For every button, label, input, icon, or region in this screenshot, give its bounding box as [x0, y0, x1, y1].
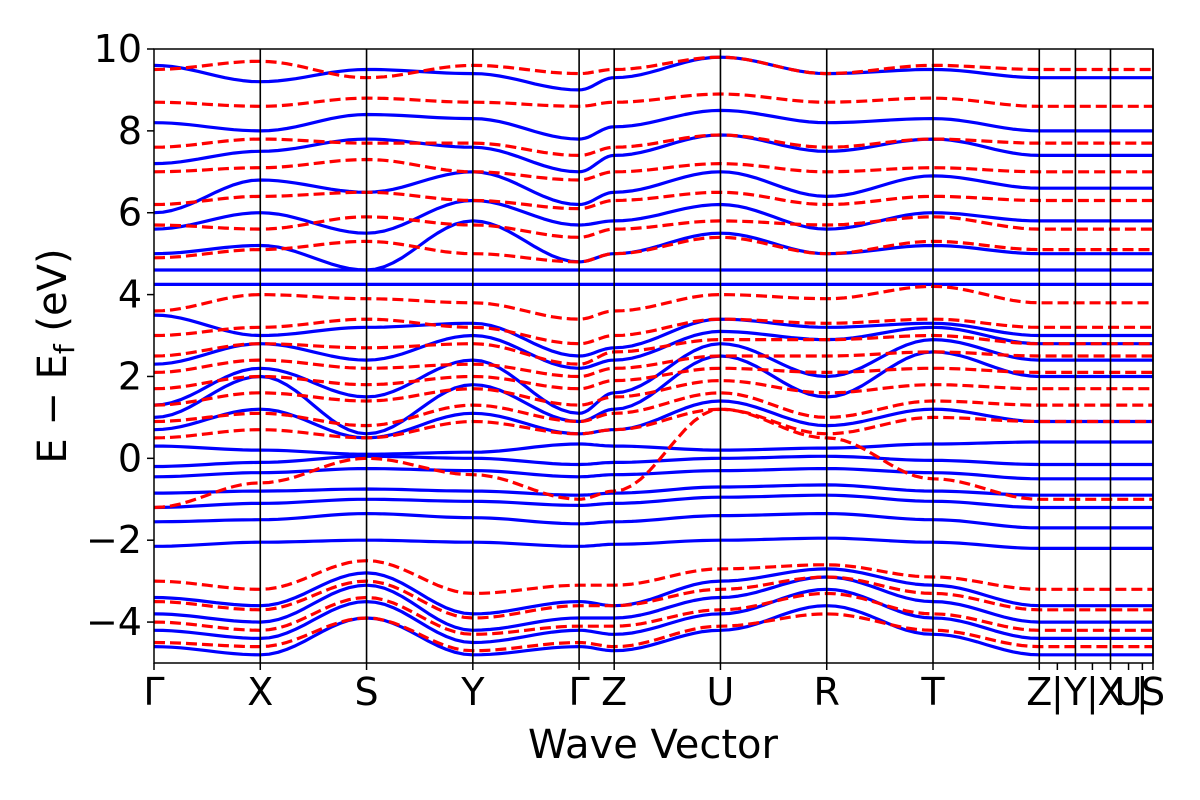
dashed-band-13 [154, 133, 1153, 157]
dashed-band-14 [154, 92, 1153, 108]
dashed-band-17 [154, 575, 1153, 620]
x-tick-label-7: R [814, 670, 840, 714]
dashed-band-11 [154, 190, 1153, 211]
x-tick-label-11: Y [1063, 670, 1088, 714]
bands-layer [154, 55, 1153, 657]
dashed-band-2 [154, 391, 1153, 428]
x-tick-label-6: U [707, 670, 735, 714]
y-axis-ticks: −4 −2 0 2 4 6 8 10 [86, 27, 154, 644]
y-tick-label-7: 10 [94, 27, 142, 71]
solid-band-10 [154, 325, 1153, 370]
y-tick-label-3: 2 [118, 354, 142, 398]
x-axis-ticks: Γ X S Y Γ Z U R T Z| Y|XU|S [143, 663, 1165, 715]
dashed-band-19 [154, 612, 1153, 653]
x-tick-label-8: T [920, 670, 945, 714]
x-tick-label-9: Z [1026, 670, 1052, 714]
x-tick-label-15: | [1136, 670, 1149, 715]
dashed-band-12 [154, 157, 1153, 182]
solid-band-11 [154, 313, 1153, 358]
dashed-band-9 [154, 235, 1153, 264]
x-tick-label-2: S [354, 670, 378, 714]
dashed-band-10 [154, 215, 1153, 239]
solid-band-19 [154, 55, 1153, 92]
x-tick-label-5: Z [601, 670, 627, 714]
solid-band-20 [154, 567, 1153, 616]
x-tick-label-4: Γ [569, 670, 590, 714]
solid-band-1 [154, 512, 1153, 530]
dashed-band-3 [154, 379, 1153, 407]
x-tick-label-16: S [1141, 670, 1165, 714]
x-tick-label-10: | [1051, 670, 1064, 715]
y-axis-label: E − Ef (eV) [30, 248, 81, 463]
dashed-band-15 [154, 55, 1153, 80]
y-tick-label-4: 4 [118, 273, 142, 317]
solid-band-7 [154, 399, 1153, 440]
x-tick-label-12: | [1086, 670, 1099, 715]
solid-band-23 [154, 604, 1153, 657]
dashed-band-1 [154, 407, 1153, 440]
x-tick-label-14: U [1115, 670, 1143, 714]
dashed-band-5 [154, 350, 1153, 379]
x-tick-label-0: Γ [143, 670, 164, 714]
y-axis-label-subscript: f [48, 343, 81, 354]
solid-band-14 [154, 219, 1153, 272]
x-tick-label-3: Y [460, 670, 485, 714]
dashed-band-7 [154, 317, 1153, 346]
x-tick-label-1: X [247, 670, 273, 714]
y-tick-label-2: 0 [118, 436, 142, 480]
dashed-band-4 [154, 366, 1153, 391]
x-axis-label: Wave Vector [528, 722, 779, 768]
solid-band-6 [154, 440, 1153, 456]
y-axis-label-main: E − E [30, 354, 76, 464]
solid-band-2 [154, 493, 1153, 510]
dashed-band-8 [154, 284, 1153, 321]
y-axis-label-unit: (eV) [30, 248, 76, 344]
solid-band-0 [154, 536, 1153, 550]
y-tick-label-1: −2 [86, 518, 142, 562]
y-tick-label-0: −4 [86, 600, 142, 644]
plot-frame [153, 48, 1154, 664]
y-tick-label-6: 8 [118, 109, 142, 153]
dashed-band-18 [154, 591, 1153, 636]
y-tick-label-5: 6 [118, 191, 142, 235]
solid-band-5 [154, 454, 1153, 469]
solid-band-16 [154, 170, 1153, 215]
x-tick-label-13: X [1097, 670, 1123, 714]
solid-band-18 [154, 108, 1153, 141]
dashed-band-0 [154, 407, 1153, 510]
dashed-band-6 [154, 333, 1153, 366]
dashed-band-16 [154, 559, 1153, 595]
solid-band-21 [154, 575, 1153, 632]
